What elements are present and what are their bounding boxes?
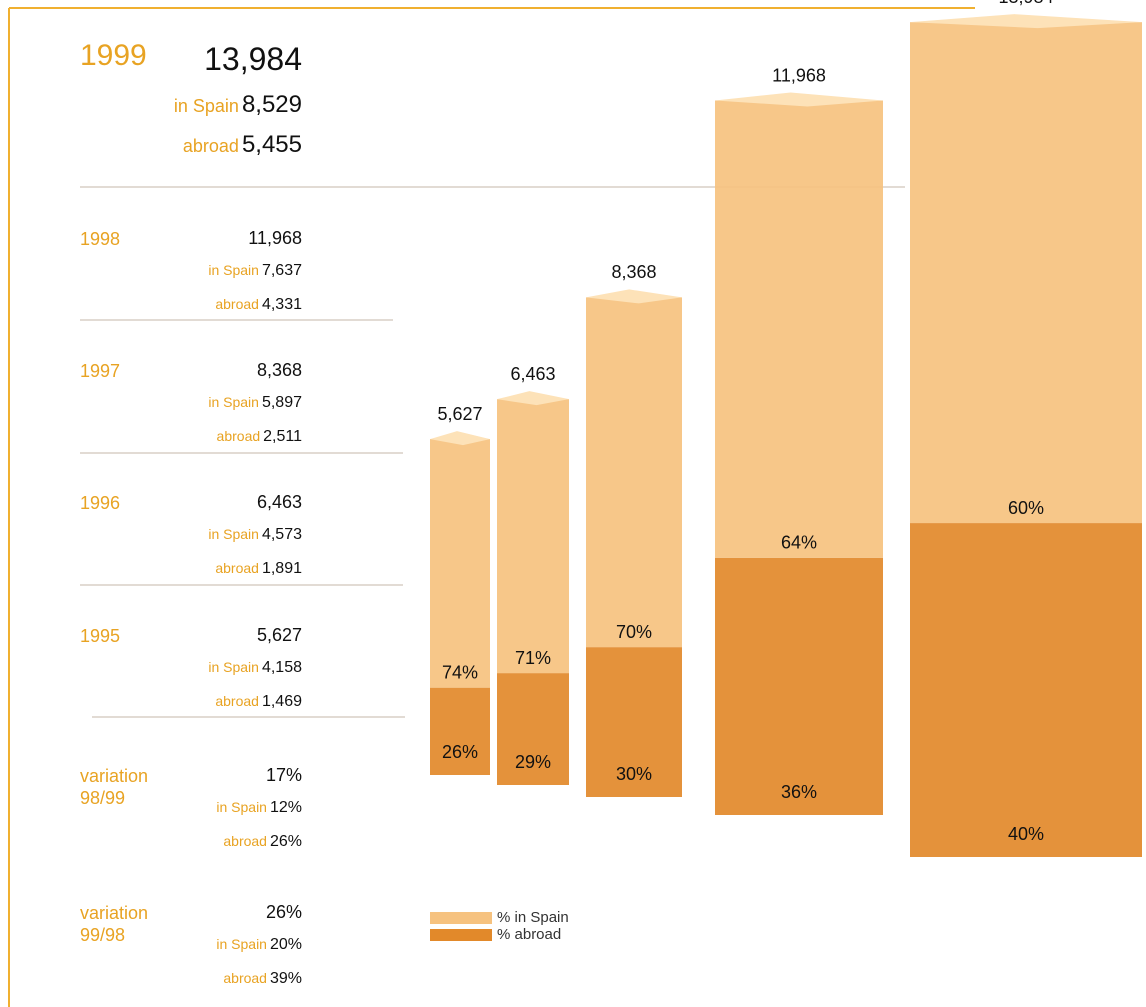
row-label: variation 99/98 xyxy=(80,902,160,946)
row-total: 8,368 xyxy=(257,360,302,381)
legend-swatch xyxy=(430,929,492,941)
row-total: 11,968 xyxy=(248,228,302,249)
row-total: 13,984 xyxy=(204,41,302,78)
row-label: 1996 xyxy=(80,492,160,514)
bar-segment xyxy=(715,101,883,558)
detail-label: in Spain xyxy=(208,262,259,278)
detail-label: abroad xyxy=(223,970,267,986)
bar-segment xyxy=(430,439,490,688)
row-total: 6,463 xyxy=(257,492,302,513)
detail-value: 2,511 xyxy=(263,428,302,445)
value-label: 26% xyxy=(442,742,478,762)
value-label: 40% xyxy=(1008,824,1044,844)
detail-label: in Spain xyxy=(174,96,239,116)
value-label: 36% xyxy=(781,782,817,802)
detail-label: in Spain xyxy=(216,936,267,952)
detail-value: 5,455 xyxy=(242,131,302,158)
detail-label: in Spain xyxy=(208,659,259,675)
value-label: 64% xyxy=(781,533,817,553)
bar-segment xyxy=(715,558,883,815)
row-total: 17% xyxy=(266,765,302,786)
row-total: 26% xyxy=(266,902,302,923)
detail-value: 5,897 xyxy=(262,394,302,411)
detail-label: abroad xyxy=(217,428,261,444)
row-total: 5,627 xyxy=(257,625,302,646)
chart: 5,627 74% 26% 6,463 71% 29% 8,368 70% 30% 11,968 6… xyxy=(0,0,1146,1007)
detail-value: 1,891 xyxy=(262,560,302,577)
detail-label: in Spain xyxy=(216,799,267,815)
total-label: 6,463 xyxy=(510,364,555,384)
total-label: 8,368 xyxy=(611,262,656,282)
detail-label: in Spain xyxy=(208,526,259,542)
bar-segment xyxy=(497,399,569,673)
row-label: 1995 xyxy=(80,625,160,647)
total-label: 13,984 xyxy=(998,0,1053,7)
detail-label: abroad xyxy=(215,296,259,312)
value-label: 70% xyxy=(616,622,652,642)
detail-label: abroad xyxy=(215,560,259,576)
detail-value: 20% xyxy=(270,936,302,953)
detail-value: 4,573 xyxy=(262,526,302,543)
detail-label: abroad xyxy=(183,136,239,156)
legend-swatch xyxy=(430,912,492,924)
total-label: 11,968 xyxy=(772,65,826,85)
value-label: 30% xyxy=(616,764,652,784)
bar-segment xyxy=(910,22,1142,523)
detail-value: 4,331 xyxy=(262,296,302,313)
row-label: 1998 xyxy=(80,228,160,250)
bar-segment xyxy=(430,688,490,775)
value-label: 29% xyxy=(515,752,551,772)
bar-segment xyxy=(910,523,1142,857)
detail-value: 7,637 xyxy=(262,262,302,279)
detail-value: 12% xyxy=(270,799,302,816)
legend-label: % in Spain xyxy=(497,909,569,926)
legend-label: % abroad xyxy=(497,926,561,943)
row-label: variation 98/99 xyxy=(80,765,160,809)
detail-value: 8,529 xyxy=(242,91,302,118)
value-label: 74% xyxy=(442,662,478,682)
detail-label: in Spain xyxy=(208,394,259,410)
value-label: 60% xyxy=(1008,498,1044,518)
detail-value: 39% xyxy=(270,970,302,987)
page: 5,627 74% 26% 6,463 71% 29% 8,368 70% 30% 11,968 6… xyxy=(0,0,1146,1007)
detail-value: 1,469 xyxy=(262,693,302,710)
total-label: 5,627 xyxy=(437,404,482,424)
bar-segment xyxy=(586,297,682,647)
detail-value: 4,158 xyxy=(262,659,302,676)
detail-label: abroad xyxy=(215,693,259,709)
detail-value: 26% xyxy=(270,833,302,850)
value-label: 71% xyxy=(515,648,551,668)
row-label: 1997 xyxy=(80,360,160,382)
row-label: 1999 xyxy=(80,45,160,67)
detail-label: abroad xyxy=(223,833,267,849)
